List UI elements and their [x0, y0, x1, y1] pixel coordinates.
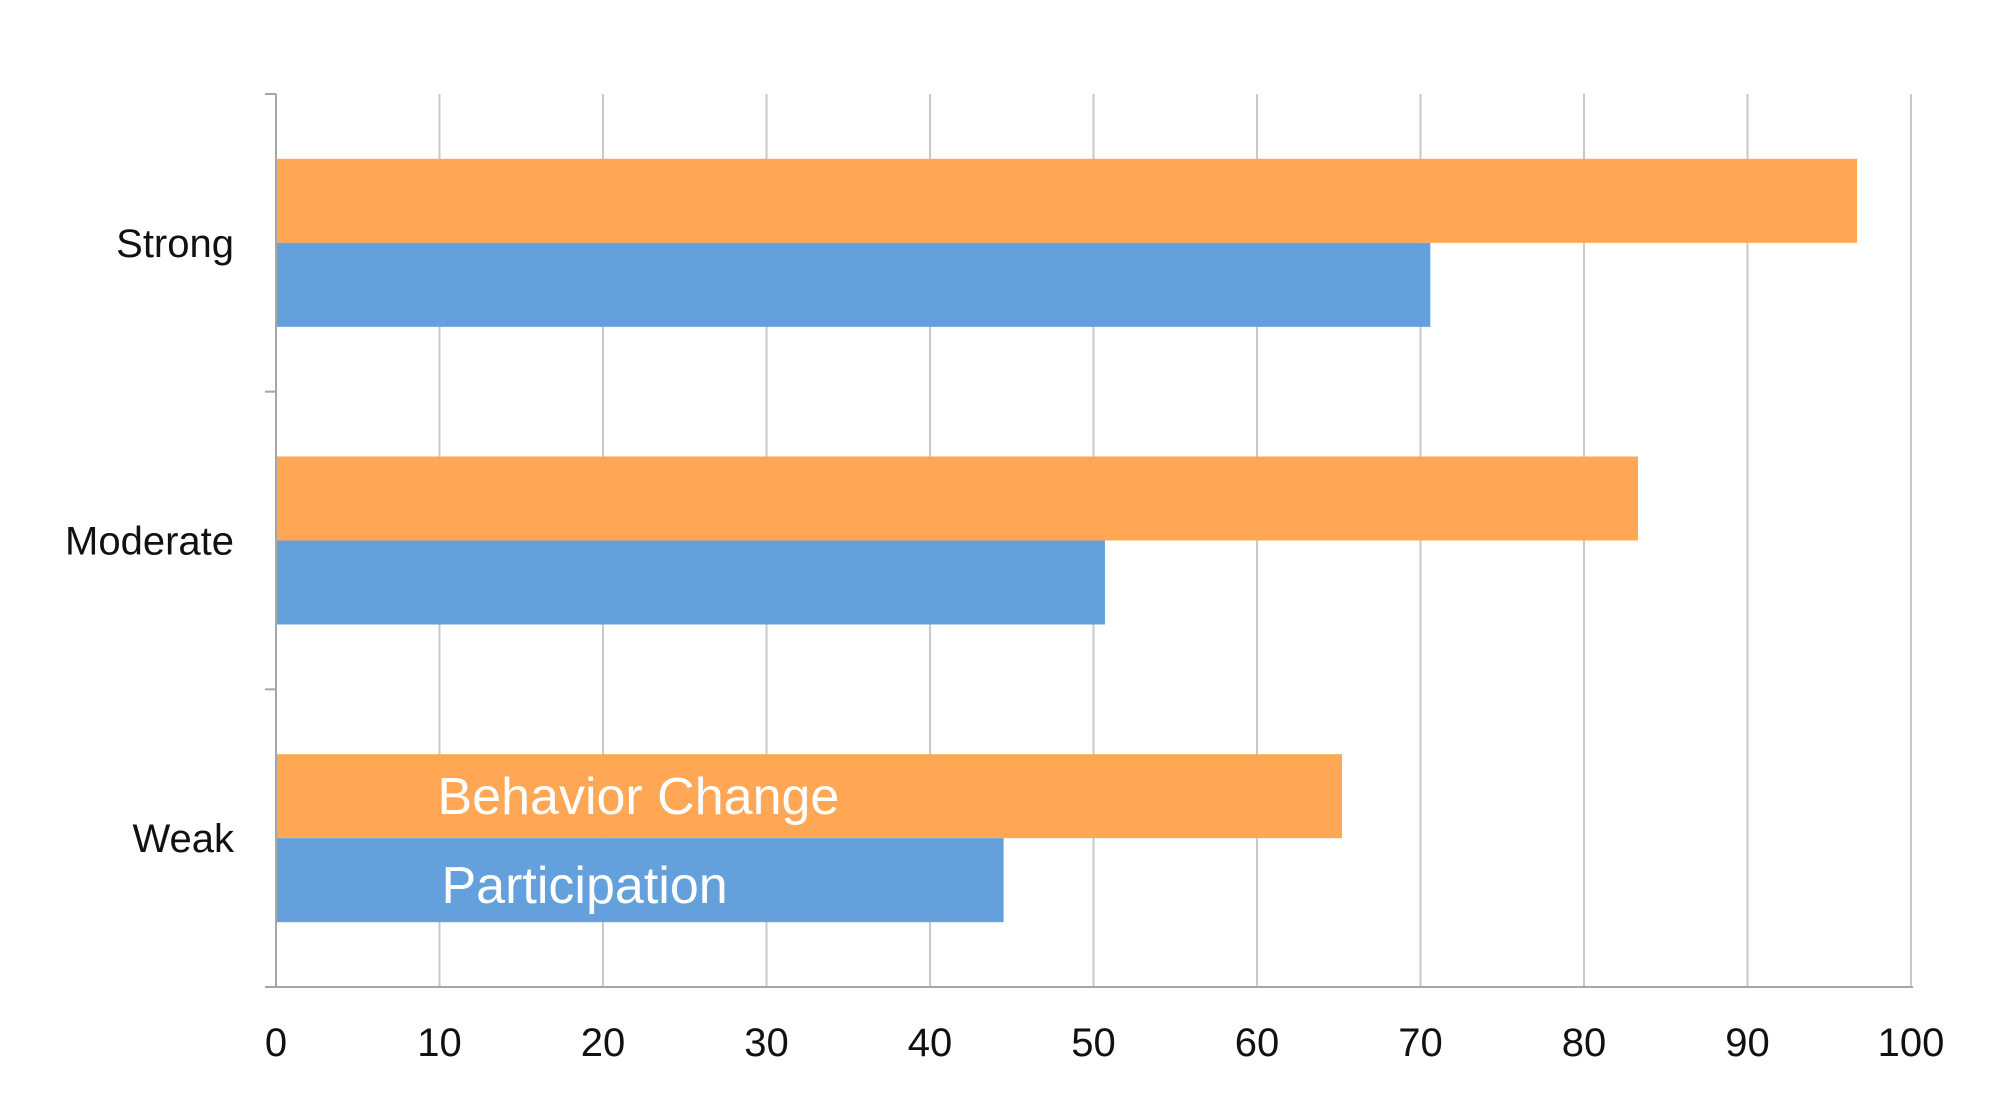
x-tick-label: 30: [744, 1021, 789, 1065]
x-tick-label: 90: [1725, 1021, 1770, 1065]
bar-behavior-change-moderate: [276, 456, 1638, 541]
x-tick-label: 60: [1235, 1021, 1280, 1065]
x-tick-label: 20: [581, 1021, 626, 1065]
series-label-behavior-change: Behavior Change: [438, 768, 840, 826]
bar-participation-weak: [276, 838, 1004, 923]
bar-participation-strong: [276, 242, 1431, 327]
x-tick-label: 100: [1878, 1021, 1945, 1065]
bar-behavior-change-weak: [276, 754, 1343, 839]
y-category-label: Strong: [116, 222, 234, 266]
y-category-label: Weak: [132, 817, 235, 861]
bars: [276, 158, 1858, 923]
bar-participation-moderate: [276, 540, 1105, 625]
x-tick-label: 80: [1562, 1021, 1607, 1065]
axes: [265, 93, 1913, 988]
bar-behavior-change-strong: [276, 158, 1858, 243]
x-tick-label: 40: [908, 1021, 953, 1065]
x-tick-label: 50: [1071, 1021, 1116, 1065]
x-tick-label: 0: [265, 1021, 287, 1065]
x-tick-label: 10: [417, 1021, 462, 1065]
x-tick-label: 70: [1398, 1021, 1443, 1065]
series-label-participation: Participation: [442, 857, 728, 915]
tick-labels: 0 10 20 30 40 50 60 70 80 90 100 Strong Moderate Weak…: [65, 222, 1944, 1065]
y-category-label: Moderate: [65, 520, 234, 564]
